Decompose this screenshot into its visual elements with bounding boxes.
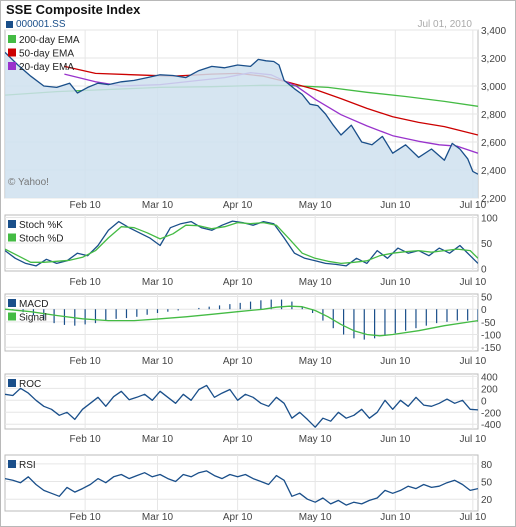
legend-swatch-roc <box>8 379 16 387</box>
series-line-roc <box>5 384 478 428</box>
x-tick-label: Mar 10 <box>142 434 174 445</box>
x-tick-label: Apr 10 <box>223 512 253 523</box>
legend-label-roc: ROC <box>19 379 41 390</box>
y-tick-label: -400 <box>481 420 501 431</box>
y-tick-label: -100 <box>481 331 501 342</box>
y-tick-label: 50 <box>481 478 493 489</box>
x-tick-label: Feb 10 <box>70 512 102 523</box>
legend-label-200-day-ema: 200-day EMA <box>19 35 80 46</box>
x-tick-label: Mar 10 <box>142 200 174 211</box>
legend-swatch-200-day-ema <box>8 35 16 43</box>
x-tick-label: Jun 10 <box>380 277 410 288</box>
x-tick-label: Apr 10 <box>223 200 253 211</box>
legend-label-stoch-k: Stoch %K <box>19 220 63 231</box>
x-tick-label: Feb 10 <box>70 356 102 367</box>
x-tick-label: Jul 10 <box>459 512 486 523</box>
x-tick-label: May 10 <box>299 200 332 211</box>
x-tick-label: Apr 10 <box>223 434 253 445</box>
legend-swatch-20-day-ema <box>8 62 16 70</box>
price-area <box>5 52 478 198</box>
x-tick-label: May 10 <box>299 434 332 445</box>
y-tick-label: 0 <box>481 305 487 316</box>
series-line-stoch-d <box>5 221 478 265</box>
x-tick-label: May 10 <box>299 512 332 523</box>
x-tick-label: Mar 10 <box>142 277 174 288</box>
chart-title: SSE Composite Index <box>6 2 141 17</box>
panel-frame <box>4 293 479 352</box>
date-label: Jul 01, 2010 <box>417 19 473 30</box>
x-tick-label: Apr 10 <box>223 277 253 288</box>
legend-swatch-stoch-k <box>8 220 16 228</box>
plot-area <box>5 299 478 340</box>
plot-area <box>5 220 478 267</box>
y-tick-label: 3,000 <box>481 82 506 93</box>
x-tick-label: Jun 10 <box>380 434 410 445</box>
x-tick-label: Feb 10 <box>70 277 102 288</box>
y-tick-label: 3,200 <box>481 54 506 65</box>
series-line-rsi <box>5 470 478 506</box>
y-tick-label: 0 <box>481 396 487 407</box>
y-tick-label: 2,200 <box>481 194 506 205</box>
x-tick-label: Mar 10 <box>142 356 174 367</box>
y-tick-label: 20 <box>481 495 493 506</box>
y-tick-label: -200 <box>481 408 501 419</box>
series-line-signal <box>5 305 478 337</box>
symbol-legend: 000001.SS <box>6 19 66 30</box>
y-tick-label: 2,600 <box>481 138 506 149</box>
legend-swatch-rsi <box>8 460 16 468</box>
y-tick-label: 400 <box>481 372 498 383</box>
plot-area <box>5 470 478 506</box>
y-tick-label: 100 <box>481 214 498 225</box>
y-tick-label: 50 <box>481 293 493 304</box>
legend-label-rsi: RSI <box>19 460 36 471</box>
x-tick-label: Jun 10 <box>380 512 410 523</box>
x-tick-label: Jun 10 <box>380 200 410 211</box>
x-tick-label: May 10 <box>299 277 332 288</box>
panel-rsi: 80 50 20 Feb 10 Mar 10 Apr 10 May 10 Jun 10 Jul … <box>4 454 493 523</box>
legend-swatch-50-day-ema <box>8 48 16 57</box>
x-tick-label: Jul 10 <box>459 277 486 288</box>
legend-label-50-day-ema: 50-day EMA <box>19 49 74 60</box>
x-tick-label: Feb 10 <box>70 434 102 445</box>
plot-area <box>5 384 478 428</box>
legend-swatch-signal <box>8 312 16 321</box>
x-tick-label: Jul 10 <box>459 356 486 367</box>
legend-label-signal: Signal <box>19 313 47 324</box>
legend-label-stoch-d: Stoch %D <box>19 234 63 245</box>
y-tick-label: 2,800 <box>481 110 506 121</box>
x-tick-label: May 10 <box>299 356 332 367</box>
y-tick-label: -50 <box>481 318 496 329</box>
x-tick-label: Jul 10 <box>459 200 486 211</box>
panel-frame <box>4 373 479 430</box>
x-tick-label: Apr 10 <box>223 356 253 367</box>
y-tick-label: 80 <box>481 460 493 471</box>
legend-swatch-stoch-d <box>8 233 16 242</box>
x-tick-label: Feb 10 <box>70 200 102 211</box>
x-tick-label: Mar 10 <box>142 512 174 523</box>
symbol-label: 000001.SS <box>16 19 66 30</box>
panel-price: 2,200 2,400 2,600 2,800 3,000 3,200 3,400 Feb 1… <box>4 26 506 211</box>
x-tick-label: Jun 10 <box>380 356 410 367</box>
y-tick-label: -150 <box>481 343 501 354</box>
y-tick-label: 0 <box>481 264 487 275</box>
symbol-swatch <box>6 21 13 28</box>
panel-macd: 500 -50 -100-150 Feb 10 Mar 10 Apr 10 May 10 Ju… <box>4 293 501 367</box>
watermark: © Yahoo! <box>8 177 49 188</box>
plot-area <box>5 51 478 198</box>
y-tick-label: 200 <box>481 384 498 395</box>
series-line-000001-ss <box>5 51 478 175</box>
y-tick-label: 50 <box>481 239 493 250</box>
legend-label-macd: MACD <box>19 299 48 310</box>
y-tick-label: 3,400 <box>481 26 506 37</box>
y-tick-label: 2,400 <box>481 166 506 177</box>
legend-swatch-macd <box>8 299 16 307</box>
x-tick-label: Jul 10 <box>459 434 486 445</box>
panel-stochastic: 0 50 100 Feb 10 Mar 10 Apr 10 May 10 Jun 10 Jul … <box>4 214 498 288</box>
legend-label-20-day-ema: 20-day EMA <box>19 62 74 73</box>
